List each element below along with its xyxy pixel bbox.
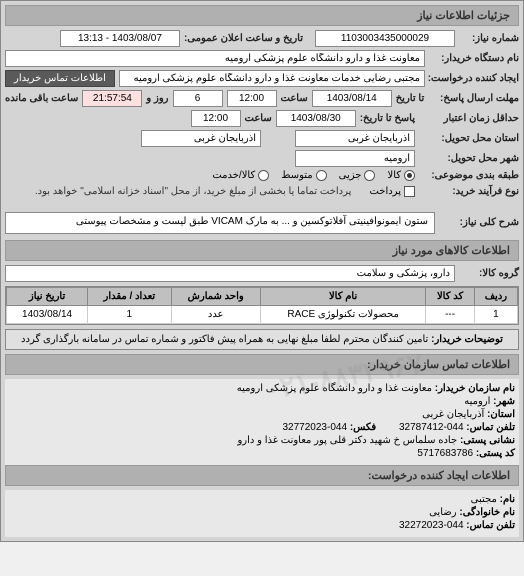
value-fax: 044-32772023 xyxy=(283,422,348,433)
value-contact-phone: 044-32272023 xyxy=(399,520,464,531)
process-note: پرداخت تماما یا بخشی از مبلغ خرید، از مح… xyxy=(31,184,356,199)
label-hour-1: ساعت xyxy=(281,93,308,104)
buyer-notes-box: توضیحات خریدار: تامین کنندگان محترم لطفا… xyxy=(5,329,519,350)
td-unit: عدد xyxy=(171,306,260,324)
value-phone: 044-32787412 xyxy=(399,422,464,433)
contact-button[interactable]: اطلاعات تماس خریدار xyxy=(5,70,115,87)
label-fax: فکس: xyxy=(350,422,376,433)
section-header-contact: اطلاعات تماس سازمان خریدار: xyxy=(5,354,519,375)
input-announce-date[interactable] xyxy=(60,30,180,47)
td-code: --- xyxy=(426,306,475,324)
input-delivery-city[interactable] xyxy=(295,150,415,167)
radio-circle-mid-service xyxy=(364,170,375,181)
main-container: جزئیات اطلاعات نیاز شماره نیاز: تاریخ و … xyxy=(0,0,524,542)
input-deadline-hour[interactable] xyxy=(227,90,277,107)
buyer-notes-text: تامین کنندگان محترم لطفا مبلغ نهایی به ه… xyxy=(21,334,428,345)
checkbox-box-payment xyxy=(404,186,415,197)
section-header-details: جزئیات اطلاعات نیاز xyxy=(5,5,519,26)
label-response-deadline: مهلت ارسال پاسخ: xyxy=(428,93,519,104)
label-buyer-notes: توضیحات خریدار: xyxy=(431,334,503,345)
label-until-date: تا تاریخ xyxy=(396,93,425,104)
label-delivery-province: استان محل تحویل: xyxy=(419,133,519,144)
radio-circle-service xyxy=(258,170,269,181)
label-delivery-city: شهر محل تحویل: xyxy=(419,153,519,164)
label-city: شهر: xyxy=(493,396,515,407)
section-header-goods: اطلاعات کالاهای مورد نیاز xyxy=(5,240,519,261)
input-buyer-org[interactable] xyxy=(5,50,425,67)
radio-goods[interactable]: کالا xyxy=(387,170,415,181)
value-org-name: معاونت غذا و دارو دانشگاه علوم پزشکی ارو… xyxy=(237,383,432,394)
radio-mid-service[interactable]: جزیی xyxy=(339,170,376,181)
label-phone: تلفن تماس: xyxy=(466,422,515,433)
value-last-name: رضایی xyxy=(429,507,457,518)
label-classification: طبقه بندی موضوعی: xyxy=(419,170,519,181)
th-code: کد کالا xyxy=(426,288,475,306)
label-province-val: استان: xyxy=(487,409,515,420)
label-product-group: گروه کالا: xyxy=(459,268,519,279)
td-date: 1403/08/14 xyxy=(7,306,88,324)
label-org-name: نام سازمان خریدار: xyxy=(435,383,515,394)
radio-circle-goods xyxy=(404,170,415,181)
value-city: ارومیه xyxy=(464,396,490,407)
input-province-1[interactable] xyxy=(295,130,415,147)
radio-label-mid-service: جزیی xyxy=(339,170,362,181)
th-row: ردیف xyxy=(474,288,517,306)
th-qty: تعداد / مقدار xyxy=(88,288,171,306)
td-name: محصولات تکنولوژی RACE xyxy=(260,306,425,324)
label-announce-date: تاریخ و ساعت اعلان عمومی: xyxy=(184,33,303,44)
input-remain-days[interactable] xyxy=(173,90,223,107)
label-hour-2: ساعت xyxy=(245,113,272,124)
td-row: 1 xyxy=(474,306,517,324)
th-name: نام کالا xyxy=(260,288,425,306)
radio-service[interactable]: کالا/خدمت xyxy=(212,170,269,181)
label-last-name: نام خانوادگی: xyxy=(459,507,515,518)
label-contact-phone: تلفن تماس: xyxy=(466,520,515,531)
th-date: تاریخ نیاز xyxy=(7,288,88,306)
label-deadline-accept: حداقل زمان اعتبار xyxy=(419,113,519,124)
input-request-number[interactable] xyxy=(315,30,455,47)
label-until-date-2: پاسخ تا تاریخ: xyxy=(360,113,415,124)
input-request-creator[interactable] xyxy=(119,70,425,87)
goods-table-container: ردیف کد کالا نام کالا واحد شمارش تعداد /… xyxy=(5,286,519,325)
creator-info-block: نام: مجتبی نام خانوادگی: رضایی تلفن تماس… xyxy=(5,490,519,537)
table-row[interactable]: 1 --- محصولات تکنولوژی RACE عدد 1 1403/0… xyxy=(7,306,518,324)
input-accept-date[interactable] xyxy=(276,110,356,127)
input-province-2[interactable] xyxy=(141,130,261,147)
radio-group-classification: کالا جزیی متوسط کالا/خدمت xyxy=(212,170,415,181)
main-desc-box: ستون ایمونوافینیتی آفلاتوکسین و ... به م… xyxy=(5,212,435,234)
input-deadline-date[interactable] xyxy=(312,90,392,107)
radio-circle-mid xyxy=(316,170,327,181)
th-unit: واحد شمارش xyxy=(171,288,260,306)
label-hour-remain: ساعت باقی مانده xyxy=(5,93,78,104)
contact-info-block: نام سازمان خریدار: معاونت غذا و دارو دان… xyxy=(5,379,519,465)
radio-label-mid: متوسط xyxy=(281,170,312,181)
value-postal-code: 5717683786 xyxy=(417,448,473,459)
input-remain-time[interactable] xyxy=(82,90,142,107)
label-postal-address: نشانی پستی: xyxy=(460,435,515,446)
radio-mid[interactable]: متوسط xyxy=(281,170,326,181)
label-request-number: شماره نیاز: xyxy=(459,33,519,44)
label-first-name: نام: xyxy=(500,494,515,505)
label-request-creator: ایجاد کننده درخواست: xyxy=(429,73,519,84)
radio-label-goods: کالا xyxy=(387,170,401,181)
input-accept-hour[interactable] xyxy=(191,110,241,127)
section-header-creator: اطلاعات ایجاد کننده درخواست: xyxy=(5,465,519,486)
checkbox-label-payment: پرداخت xyxy=(369,186,401,197)
label-buyer-org: نام دستگاه خریدار: xyxy=(429,53,519,64)
goods-table: ردیف کد کالا نام کالا واحد شمارش تعداد /… xyxy=(6,287,518,324)
td-qty: 1 xyxy=(88,306,171,324)
radio-label-service: کالا/خدمت xyxy=(212,170,255,181)
input-product-group[interactable] xyxy=(5,265,455,282)
label-day-and: روز و xyxy=(146,93,168,104)
label-main-desc: شرح کلی نیاز: xyxy=(439,217,519,228)
label-process-type: نوع فرآیند خرید: xyxy=(419,186,519,197)
checkbox-payment[interactable]: پرداخت xyxy=(369,186,415,197)
value-first-name: مجتبی xyxy=(471,494,497,505)
label-postal-code: کد پستی: xyxy=(476,448,515,459)
value-province: آذربایجان غربی xyxy=(422,409,484,420)
value-postal-address: جاده سلماس خ شهید دکتر قلی پور معاونت غذ… xyxy=(237,435,457,446)
